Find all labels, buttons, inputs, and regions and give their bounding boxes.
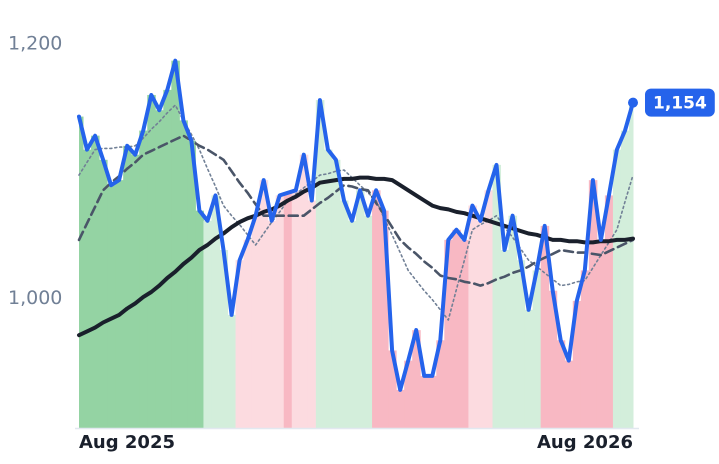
shade-bar xyxy=(211,195,221,428)
shade-bar xyxy=(251,215,261,428)
value-label: 1,154 xyxy=(653,94,707,114)
shade-bar xyxy=(436,340,445,428)
shade-bar xyxy=(508,215,518,428)
shade-bar xyxy=(380,210,389,428)
shade-bar xyxy=(516,260,526,428)
shade-bar xyxy=(299,154,309,429)
shade-bar xyxy=(372,190,381,428)
y-tick-label: 1,000 xyxy=(8,287,62,309)
shade-bar xyxy=(428,375,437,428)
shade-bar xyxy=(347,220,357,428)
shade-bar xyxy=(364,215,373,428)
end-dot xyxy=(628,97,638,108)
shade-bar xyxy=(452,229,461,428)
shade-bar xyxy=(412,330,421,428)
shade-bar xyxy=(219,250,229,428)
shade-bar xyxy=(604,195,614,428)
shade-bar xyxy=(91,135,100,428)
line-main xyxy=(77,58,635,392)
shade-bar xyxy=(524,309,534,428)
shade-bar xyxy=(588,180,598,428)
shade-bar xyxy=(612,149,622,429)
shade-bar xyxy=(203,220,212,428)
shade-bar xyxy=(620,130,630,428)
shade-bar xyxy=(484,190,493,428)
shade-bar xyxy=(123,145,132,428)
shade-bar xyxy=(243,239,253,428)
shade-bar xyxy=(283,192,293,428)
shade-bar xyxy=(356,190,365,428)
shade-bar xyxy=(99,159,108,428)
shade-bar xyxy=(139,130,148,428)
shade-bar xyxy=(556,340,566,428)
shade-bar xyxy=(267,220,277,428)
shade-bar xyxy=(115,180,124,428)
shade-bar xyxy=(532,270,542,428)
shade-bar xyxy=(307,200,317,428)
shade-bar xyxy=(323,149,333,429)
line-dashed xyxy=(77,134,635,287)
badge-bg xyxy=(645,88,715,117)
shade-bar xyxy=(235,260,245,428)
shade-bar xyxy=(580,270,590,428)
shade-bar xyxy=(163,89,172,428)
shade-bar xyxy=(628,102,634,428)
shade-bar xyxy=(315,100,325,428)
shade-bar xyxy=(291,190,301,428)
shade-bar xyxy=(548,290,558,428)
shade-bar xyxy=(147,94,156,429)
shade-bar xyxy=(259,180,269,428)
shade-bar xyxy=(155,110,164,428)
shade-bar xyxy=(195,210,204,428)
y-tick-label: 1,200 xyxy=(8,33,62,55)
shade-bar xyxy=(339,200,349,428)
shade-bar xyxy=(564,360,574,428)
shade-bar xyxy=(396,389,405,428)
shade-bar xyxy=(79,116,84,428)
shade-bar xyxy=(131,154,140,429)
x-tick-label: Aug 2026 xyxy=(537,432,633,453)
shade-bar xyxy=(107,185,116,428)
shade-bar xyxy=(596,239,606,428)
x-tick-label: Aug 2025 xyxy=(79,432,175,453)
shade-bar xyxy=(83,149,92,429)
shade-bar xyxy=(404,360,413,428)
shade-bar xyxy=(572,300,582,428)
shade-bar xyxy=(500,250,510,428)
shade-bar xyxy=(540,225,550,428)
shade-bar xyxy=(492,164,502,428)
shade-bar xyxy=(388,350,397,428)
line-dotted xyxy=(78,104,634,321)
shade-bar xyxy=(187,140,196,429)
value-badge: 1,154 xyxy=(645,88,715,117)
shade-bar xyxy=(460,239,469,428)
shade-bar xyxy=(227,314,237,428)
shade-bar xyxy=(468,205,477,428)
shade-bar xyxy=(444,239,453,428)
shade-bar xyxy=(179,120,188,429)
shade-bar xyxy=(420,375,429,428)
shade-bar xyxy=(476,220,485,428)
shade-bar xyxy=(275,195,285,428)
line-thick xyxy=(77,175,635,338)
shade-bar xyxy=(331,159,341,428)
shade-bar xyxy=(171,60,180,429)
